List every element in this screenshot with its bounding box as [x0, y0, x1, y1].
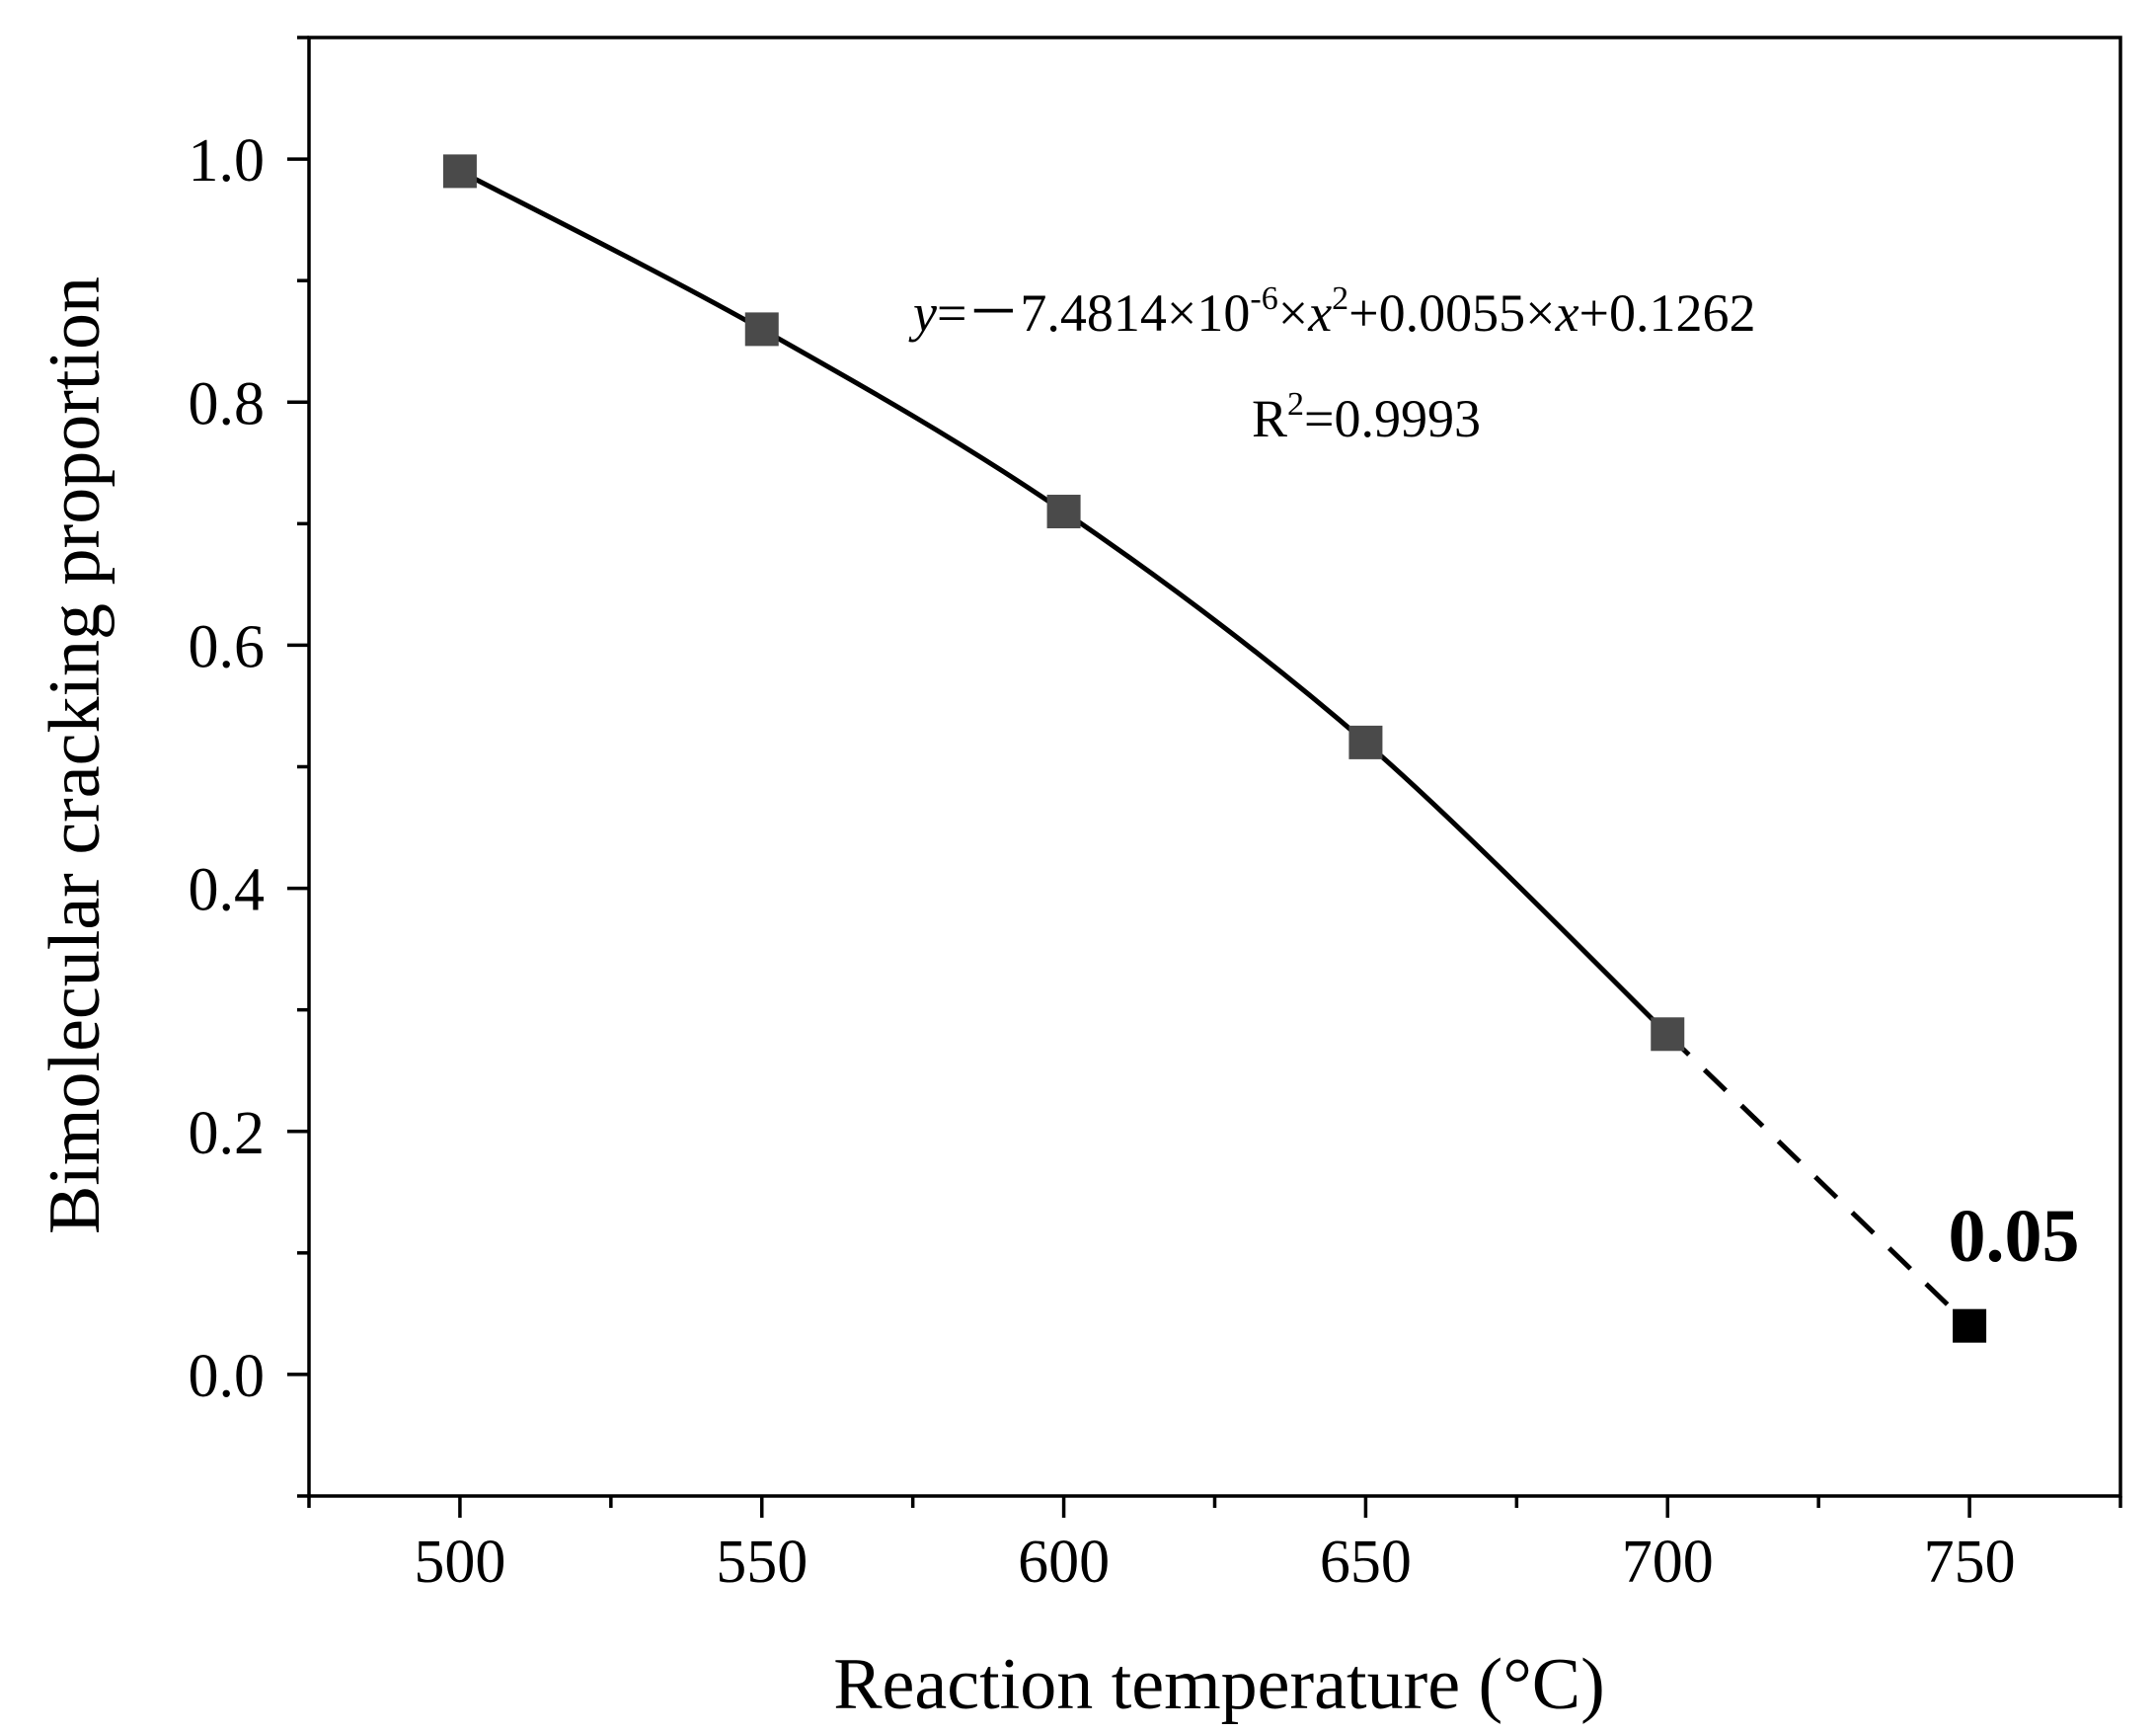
- eq-part3: +0.1262: [1579, 283, 1756, 343]
- x-tick-label: 650: [1320, 1529, 1412, 1596]
- y-tick-label: 1.0: [189, 127, 266, 195]
- eq-x1: x: [1307, 283, 1332, 343]
- data-point: [1348, 725, 1383, 759]
- x-tick-label: 600: [1018, 1529, 1110, 1596]
- r2-base: R: [1252, 389, 1287, 448]
- x-tick-label: 700: [1622, 1529, 1714, 1596]
- extrapolated-point: [1953, 1308, 1987, 1343]
- y-axis-title: Bimolecular cracking proportion: [35, 276, 116, 1234]
- plot-frame: [307, 36, 2122, 1498]
- x-axis-title: Reaction temperature (°C): [833, 1644, 1605, 1725]
- data-points: [442, 154, 1987, 1343]
- x-tick-label: 550: [716, 1529, 808, 1596]
- eq-exp1: -6: [1250, 280, 1277, 317]
- x-tick-label: 750: [1924, 1529, 2016, 1596]
- eq-y: y: [908, 283, 937, 343]
- y-tick-label: 0.0: [189, 1343, 266, 1410]
- y-tick-label: 0.2: [189, 1100, 266, 1167]
- eq-x2: x: [1555, 283, 1579, 343]
- data-point: [744, 312, 779, 347]
- data-point: [1651, 1017, 1685, 1052]
- r2-exp: 2: [1287, 386, 1304, 423]
- eq-part1: =－7.4814×10: [937, 283, 1250, 343]
- extrapolation-line: [1665, 1032, 1971, 1328]
- y-axis-ticks: 0.0 0.2 0.4 0.6 0.8 1.0: [189, 36, 309, 1498]
- x-tick-label: 500: [414, 1529, 505, 1596]
- eq-part2: +0.0055×: [1348, 283, 1555, 343]
- fit-equation: y=－7.4814×10-6×x2+0.0055×x+0.1262: [908, 280, 1756, 343]
- y-tick-label: 0.8: [189, 370, 266, 437]
- r2-value: =0.9993: [1304, 389, 1481, 448]
- data-point: [442, 154, 477, 189]
- fit-lines: [458, 169, 1971, 1328]
- plot-border: [307, 36, 2122, 1498]
- point-label-extrapolated: 0.05: [1949, 1195, 2080, 1278]
- eq-times: ×: [1278, 283, 1308, 343]
- r-squared: R2=0.9993: [1252, 386, 1481, 448]
- eq-exp2: 2: [1332, 280, 1348, 317]
- y-tick-label: 0.4: [189, 857, 266, 924]
- y-tick-label: 0.6: [189, 613, 266, 680]
- x-axis-ticks: 500 550 600 650 700 750: [307, 1496, 2122, 1596]
- data-point: [1046, 495, 1081, 529]
